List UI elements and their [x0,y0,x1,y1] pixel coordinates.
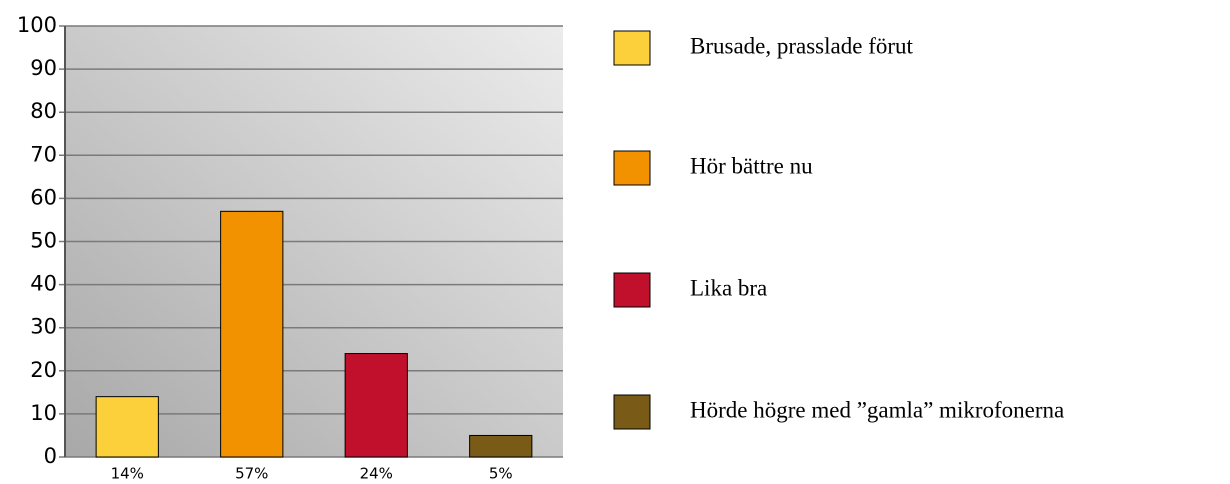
legend-label: Hör bättre nu [690,153,813,178]
legend-label: Hörde högre med ”gamla” mikrofonerna [690,397,1064,422]
y-tick-label: 90 [30,56,57,80]
legend-label: Lika bra [690,275,767,300]
value-label: 14% [111,465,144,483]
bar [344,353,408,458]
legend-swatch [613,150,651,186]
y-tick-label: 80 [30,99,57,123]
bar [220,210,284,458]
y-tick-label: 40 [30,272,57,296]
bar [469,434,533,458]
y-tick-label: 70 [30,142,57,166]
y-tick-label: 100 [17,13,57,37]
y-tick-label: 30 [30,315,57,339]
legend-label: Brusade, prasslade förut [690,33,914,58]
legend-swatch [613,272,651,308]
legend-swatch [613,394,651,430]
value-label: 5% [489,465,513,483]
y-tick-label: 50 [30,229,57,253]
value-label: 57% [235,465,268,483]
y-tick-label: 60 [30,185,57,209]
bar [95,396,159,458]
y-tick-label: 0 [44,444,57,468]
y-tick-label: 20 [30,358,57,382]
y-tick-label: 10 [30,401,57,425]
value-label: 24% [360,465,393,483]
legend-swatch [613,30,651,66]
